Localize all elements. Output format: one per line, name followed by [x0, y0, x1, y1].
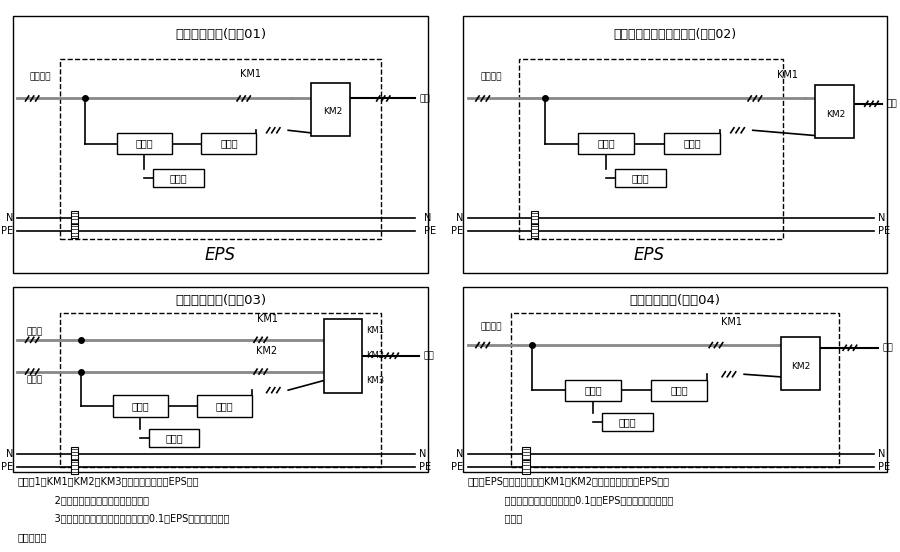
Text: PE: PE	[419, 462, 431, 472]
Text: 充电器: 充电器	[131, 401, 149, 411]
Text: KM1: KM1	[366, 326, 384, 336]
Text: EPS: EPS	[205, 246, 236, 264]
Text: 电池组: 电池组	[618, 417, 636, 427]
Bar	[117, 133, 172, 154]
Text: PE: PE	[1, 226, 13, 236]
Text: 电池组: 电池组	[632, 173, 649, 183]
Text: 3、无常用电时，备用电若投入大于0.1秒EPS先投入备用电来: 3、无常用电时，备用电若投入大于0.1秒EPS先投入备用电来	[39, 513, 229, 523]
Bar	[522, 460, 530, 474]
Text: KM1: KM1	[239, 68, 261, 78]
Text: 输出: 输出	[419, 94, 430, 103]
Bar	[615, 169, 666, 187]
Text: 说明：EPS相当于第三电源KM1、KM2为机械电气互锁在EPS内无: 说明：EPS相当于第三电源KM1、KM2为机械电气互锁在EPS内无	[468, 476, 670, 486]
Bar	[464, 287, 886, 473]
Bar	[324, 319, 362, 393]
Text: KM1: KM1	[721, 316, 742, 327]
Text: 说明：1、此种情况EPS的逆变器在关机状态在无市电时立即开机逆变输出。: 说明：1、此种情况EPS的逆变器在关机状态在无市电时立即开机逆变输出。	[468, 286, 670, 296]
Text: KM1: KM1	[777, 70, 797, 80]
Text: 双电源原理图(编号04): 双电源原理图(编号04)	[629, 294, 721, 306]
Text: PE: PE	[878, 462, 890, 472]
Text: PE: PE	[1, 462, 13, 472]
Text: EPS: EPS	[634, 246, 664, 264]
Text: 输出: 输出	[882, 343, 893, 352]
Text: 退出。: 退出。	[490, 513, 523, 523]
Bar	[565, 380, 621, 401]
Text: 2、充电器可接在备用或常用电上；: 2、充电器可接在备用或常用电上；	[39, 495, 148, 505]
Text: 常用点时备用电若投入大于0.1秒，EPS先投入备用电来后再: 常用点时备用电若投入大于0.1秒，EPS先投入备用电来后再	[490, 495, 673, 505]
Text: 说明：1、KM1、KM2、KM3为机械电气互锁在EPS内；: 说明：1、KM1、KM2、KM3为机械电气互锁在EPS内；	[17, 476, 199, 486]
Text: N: N	[878, 449, 886, 459]
Bar	[112, 395, 167, 417]
Bar	[71, 460, 78, 474]
Text: 输出: 输出	[886, 99, 897, 108]
Text: 输出: 输出	[424, 351, 435, 360]
Bar	[511, 314, 839, 467]
Text: N: N	[456, 449, 464, 459]
Text: 逆变器: 逆变器	[220, 139, 238, 148]
Text: 三相输入: 三相输入	[481, 73, 502, 82]
Text: PE: PE	[451, 226, 464, 236]
Text: N: N	[419, 449, 427, 459]
Text: KM2: KM2	[791, 362, 811, 371]
Bar	[781, 337, 820, 390]
Bar	[148, 428, 200, 447]
Text: 单电源原理图(编号01): 单电源原理图(编号01)	[175, 28, 266, 41]
Text: 逆变器: 逆变器	[216, 401, 233, 411]
Text: 电池组: 电池组	[169, 173, 187, 183]
Text: PE: PE	[451, 462, 464, 472]
Bar	[531, 211, 538, 224]
Text: 电池组: 电池组	[166, 433, 183, 443]
Text: 三相输入: 三相输入	[481, 322, 502, 331]
Bar	[59, 59, 382, 239]
Text: KM1: KM1	[256, 314, 277, 324]
Text: KM2: KM2	[256, 346, 277, 355]
Bar	[652, 380, 707, 401]
Bar	[71, 224, 78, 237]
Bar	[197, 395, 252, 417]
Text: 三相输入: 三相输入	[30, 73, 51, 82]
Text: PE: PE	[878, 226, 890, 236]
Text: N: N	[6, 213, 14, 222]
Bar	[71, 211, 78, 224]
Bar	[153, 169, 203, 187]
Text: KM3: KM3	[366, 376, 384, 385]
Text: 做第二回路双回路原理图(编号02): 做第二回路双回路原理图(编号02)	[614, 28, 736, 41]
Text: 常用电: 常用电	[27, 327, 43, 336]
Bar	[59, 314, 382, 467]
Bar	[311, 83, 349, 136]
Bar	[815, 85, 854, 138]
Text: N: N	[424, 213, 431, 222]
Text: 充电器: 充电器	[136, 139, 153, 148]
Bar	[601, 413, 653, 431]
Text: N: N	[6, 449, 14, 459]
Text: 2、互投装置在EPS之外。: 2、互投装置在EPS之外。	[468, 305, 558, 314]
Bar	[522, 447, 530, 460]
Text: KM2: KM2	[826, 110, 845, 119]
Text: PE: PE	[424, 226, 436, 236]
Text: 逆变器: 逆变器	[670, 385, 688, 395]
Text: 后再退出。: 后再退出。	[17, 532, 47, 542]
Text: 逆变器: 逆变器	[683, 139, 701, 148]
Text: 备用电: 备用电	[27, 375, 43, 384]
Bar	[71, 447, 78, 460]
Text: 充电器: 充电器	[597, 139, 615, 148]
Bar	[578, 133, 634, 154]
Bar	[519, 59, 783, 239]
Bar	[202, 133, 256, 154]
Bar	[664, 133, 720, 154]
Text: KM2: KM2	[366, 351, 384, 360]
Bar	[14, 287, 427, 473]
Text: KM2: KM2	[323, 107, 342, 116]
Text: N: N	[456, 213, 464, 222]
Text: N: N	[878, 213, 886, 222]
Text: 双电源原理图(编号03): 双电源原理图(编号03)	[175, 294, 266, 306]
Text: 说明：KM1、KM2为电气机械互锁在EPS内: 说明：KM1、KM2为电气机械互锁在EPS内	[17, 286, 154, 296]
Text: 充电器: 充电器	[584, 385, 602, 395]
Bar	[531, 224, 538, 237]
